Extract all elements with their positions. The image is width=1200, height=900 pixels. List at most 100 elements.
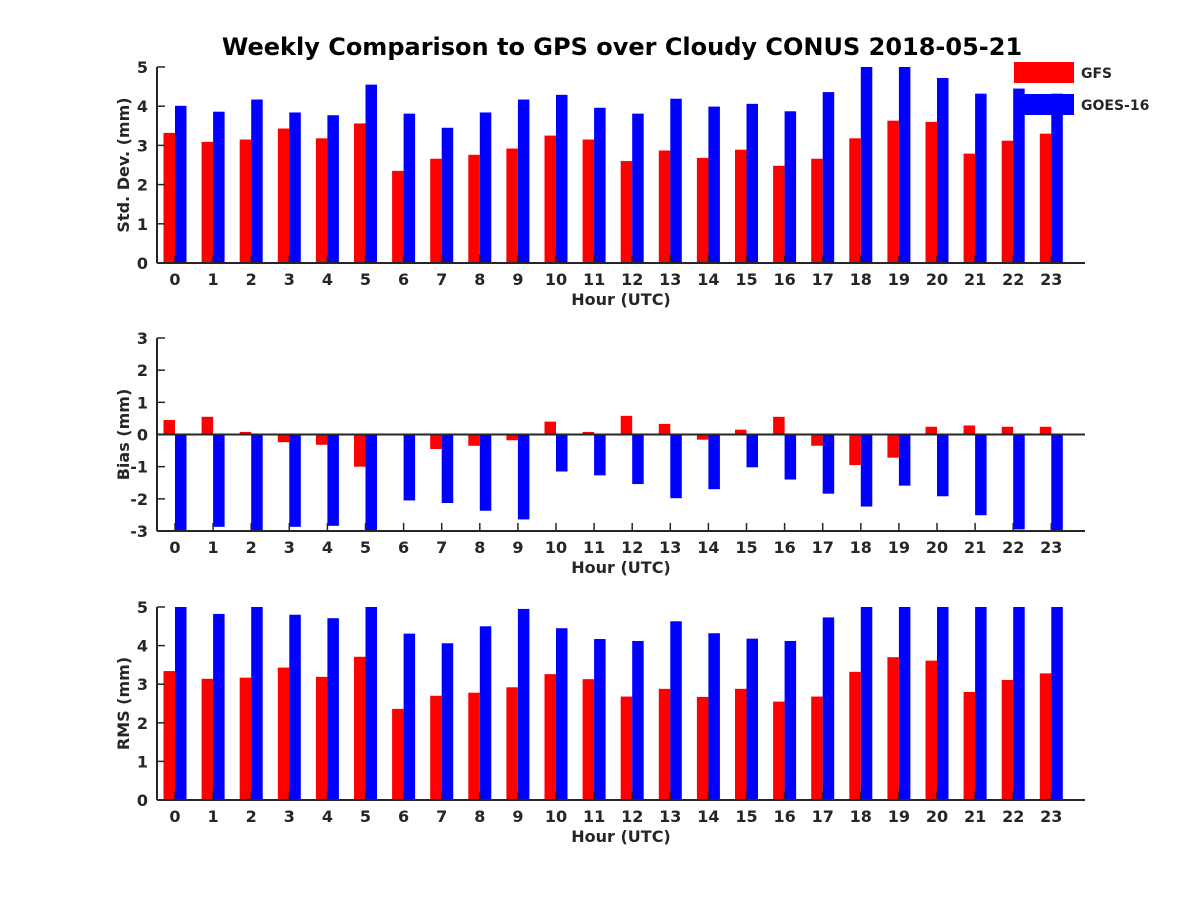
bar-gfs-19 [887, 434, 899, 458]
bar-goes-16-16 [784, 111, 797, 263]
bar-gfs-7 [430, 434, 442, 449]
x-tick-label: 17 [812, 538, 834, 557]
x-tick-label: 4 [322, 538, 333, 557]
bar-goes-16-17 [822, 92, 835, 263]
bar-gfs-11 [582, 431, 595, 435]
bar-gfs-1 [201, 416, 214, 435]
bar-goes-16-15 [746, 638, 758, 800]
x-tick-label: 6 [398, 538, 409, 557]
bar-goes-16-15 [746, 103, 758, 263]
bar-gfs-17 [811, 434, 823, 446]
bar-gfs-5 [354, 123, 366, 263]
bar-goes-16-4 [327, 115, 339, 263]
bar-gfs-6 [392, 708, 404, 800]
x-tick-label: 3 [284, 270, 295, 289]
bar-gfs-5 [354, 434, 366, 467]
bar-goes-16-17 [822, 617, 835, 800]
bar-goes-16-19 [898, 434, 911, 486]
y-axis-label: Bias (mm) [114, 389, 133, 481]
bar-gfs-11 [582, 679, 595, 800]
y-tick-label: 3 [137, 329, 148, 348]
y-tick-label: -3 [130, 522, 148, 541]
x-tick-label: 3 [284, 538, 295, 557]
bar-gfs-2 [239, 139, 252, 263]
bar-gfs-19 [887, 657, 899, 800]
bar-gfs-3 [277, 667, 290, 800]
x-tick-label: 16 [773, 807, 795, 826]
bar-goes-16-6 [403, 434, 416, 501]
bar-goes-16-14 [708, 633, 720, 800]
x-tick-label: 8 [474, 538, 485, 557]
bar-goes-16-1 [213, 613, 225, 800]
x-tick-label: 15 [735, 270, 757, 289]
x-tick-label: 22 [1002, 538, 1024, 557]
bar-gfs-2 [239, 677, 252, 800]
x-tick-label: 20 [926, 270, 948, 289]
x-tick-label: 0 [169, 807, 180, 826]
bar-gfs-16 [773, 165, 785, 263]
bar-goes-16-10 [556, 434, 568, 472]
x-axis-label: Hour (UTC) [571, 558, 671, 577]
bar-goes-16-1 [213, 434, 225, 527]
bar-gfs-15 [735, 688, 747, 800]
bar-goes-16-5 [365, 607, 377, 800]
bar-gfs-18 [849, 138, 861, 263]
x-tick-label: 4 [322, 807, 333, 826]
bar-goes-16-14 [708, 434, 720, 490]
x-axis-label: Hour (UTC) [571, 290, 671, 309]
bar-gfs-0 [163, 671, 175, 800]
bar-goes-16-16 [784, 434, 797, 480]
x-tick-label: 9 [512, 538, 523, 557]
bar-goes-16-21 [975, 93, 987, 263]
bar-gfs-4 [315, 434, 328, 445]
bar-goes-16-7 [441, 127, 454, 263]
y-tick-label: 2 [137, 714, 148, 733]
y-tick-label: 2 [137, 176, 148, 195]
bar-goes-16-7 [441, 434, 454, 504]
y-tick-label: 2 [137, 361, 148, 380]
y-tick-label: 1 [137, 393, 148, 412]
bar-gfs-8 [468, 154, 480, 263]
x-tick-label: 12 [621, 270, 643, 289]
bar-gfs-20 [925, 121, 937, 263]
bar-gfs-4 [315, 138, 328, 263]
bar-goes-16-22 [1013, 607, 1025, 800]
bar-gfs-4 [315, 676, 328, 800]
x-tick-label: 8 [474, 270, 485, 289]
bar-gfs-22 [1001, 140, 1014, 263]
bar-gfs-1 [201, 678, 214, 800]
x-tick-label: 17 [812, 807, 834, 826]
bar-gfs-21 [963, 691, 976, 800]
x-tick-label: 5 [360, 538, 371, 557]
bar-goes-16-0 [175, 434, 187, 531]
y-tick-label: 3 [137, 675, 148, 694]
bar-goes-16-10 [556, 628, 568, 800]
bar-goes-16-3 [289, 434, 301, 527]
bar-gfs-14 [696, 696, 709, 800]
bar-gfs-23 [1039, 673, 1052, 800]
x-tick-label: 8 [474, 807, 485, 826]
bar-goes-16-19 [898, 67, 911, 263]
x-tick-label: 1 [208, 538, 219, 557]
bar-goes-16-2 [251, 607, 263, 800]
bar-goes-16-16 [784, 640, 797, 800]
y-tick-label: 1 [137, 215, 148, 234]
bar-goes-16-4 [327, 618, 339, 800]
chart-legend: GFS GOES-16 [1014, 62, 1149, 115]
y-tick-label: -2 [130, 490, 148, 509]
y-tick-label: -1 [130, 458, 148, 477]
x-tick-label: 16 [773, 538, 795, 557]
legend-label-gfs: GFS [1081, 66, 1112, 82]
x-tick-label: 18 [850, 538, 872, 557]
bar-gfs-10 [544, 421, 556, 435]
x-tick-label: 11 [583, 807, 605, 826]
bar-gfs-8 [468, 692, 480, 800]
y-axis-label: RMS (mm) [114, 657, 133, 750]
x-tick-label: 18 [850, 807, 872, 826]
x-tick-label: 19 [888, 538, 910, 557]
x-tick-label: 13 [659, 807, 681, 826]
bar-goes-16-9 [517, 608, 530, 800]
bar-goes-16-5 [365, 84, 377, 263]
bar-gfs-18 [849, 671, 861, 800]
